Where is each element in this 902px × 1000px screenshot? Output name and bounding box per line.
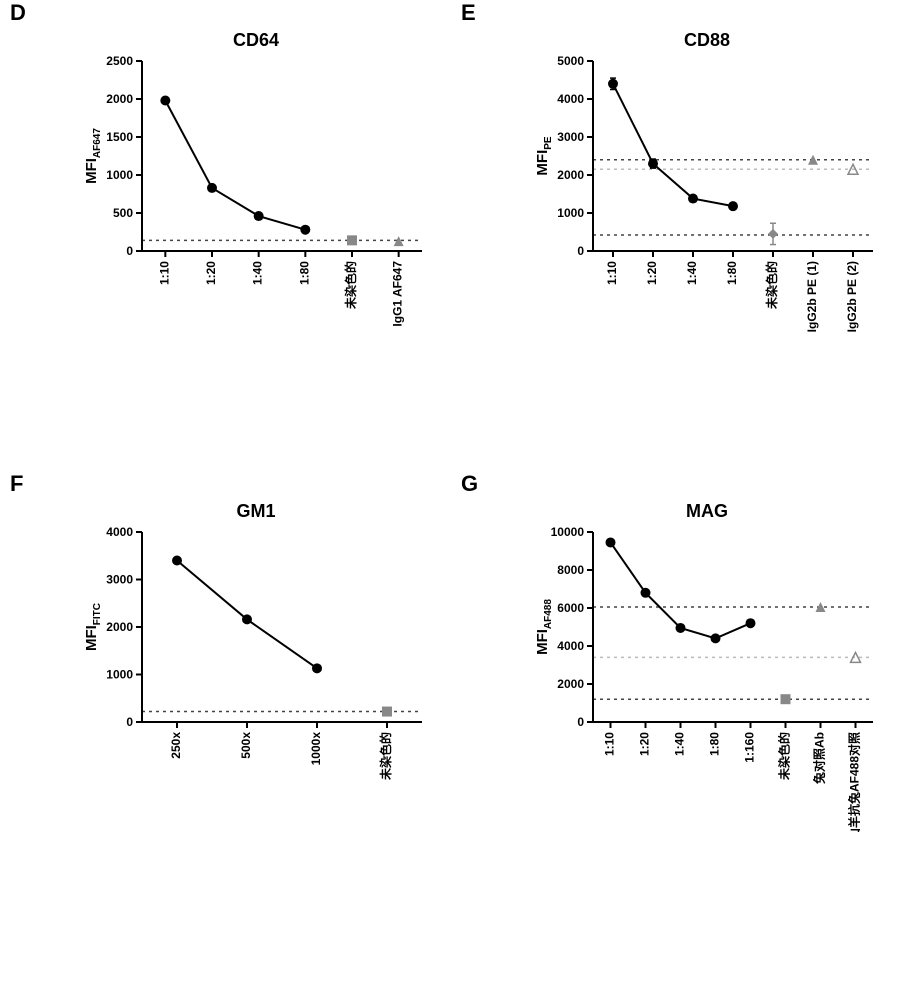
svg-text:1:20: 1:20 [645, 261, 659, 285]
chart-wrap: MAG 0 2000 4000 6000 8000 10000 1:10 1:20 1:40 1:8… [531, 501, 892, 832]
svg-text:500x: 500x [239, 732, 253, 759]
svg-text:兔对照Ab: 兔对照Ab [812, 732, 827, 785]
chart-title: CD64 [80, 30, 432, 51]
svg-text:MFIAF488: MFIAF488 [534, 599, 554, 655]
svg-text:5000: 5000 [557, 54, 584, 68]
panel-label: G [461, 471, 478, 497]
chart-wrap: CD88 0 1000 2000 3000 4000 5000 1:10 1:20 1:40 1:8… [531, 30, 892, 361]
svg-text:6000: 6000 [557, 601, 584, 615]
svg-text:1:80: 1:80 [725, 261, 739, 285]
svg-text:1:160: 1:160 [743, 732, 757, 763]
svg-text:2000: 2000 [106, 92, 133, 106]
svg-text:500: 500 [113, 206, 133, 220]
svg-text:0: 0 [126, 715, 133, 729]
svg-text:IgG2b PE (2): IgG2b PE (2) [845, 261, 859, 332]
svg-text:3000: 3000 [106, 573, 133, 587]
svg-text:0: 0 [577, 715, 584, 729]
svg-text:4000: 4000 [106, 525, 133, 539]
svg-text:1000: 1000 [557, 206, 584, 220]
svg-text:IgG1 AF647: IgG1 AF647 [391, 261, 405, 327]
svg-text:1:40: 1:40 [251, 261, 265, 285]
svg-text:MFIPE: MFIPE [534, 136, 554, 175]
svg-text:1000: 1000 [106, 668, 133, 682]
svg-text:4000: 4000 [557, 92, 584, 106]
svg-text:2000: 2000 [106, 620, 133, 634]
chart-title: GM1 [80, 501, 432, 522]
svg-text:2500: 2500 [106, 54, 133, 68]
svg-text:未染色的: 未染色的 [343, 261, 358, 310]
svg-text:250x: 250x [169, 732, 183, 759]
svg-text:1:10: 1:10 [605, 261, 619, 285]
svg-text:未染色的: 未染色的 [378, 732, 393, 781]
svg-text:未染色的: 未染色的 [764, 261, 779, 310]
svg-text:1:80: 1:80 [297, 261, 311, 285]
svg-text:2000: 2000 [557, 168, 584, 182]
chart-wrap: CD64 0 500 1000 1500 2000 2500 1:10 1:20 1:40 1:80… [80, 30, 441, 361]
svg-text:0: 0 [126, 244, 133, 258]
svg-text:1:80: 1:80 [708, 732, 722, 756]
svg-text:MFIAF647: MFIAF647 [83, 128, 103, 184]
svg-text:山羊抗兔AF488对照: 山羊抗兔AF488对照 [847, 732, 862, 832]
svg-text:1:40: 1:40 [673, 732, 687, 756]
panel-F: FGM101000200030004000250x500x1000x未染色的MF… [10, 481, 441, 832]
svg-text:8000: 8000 [557, 563, 584, 577]
svg-text:1:20: 1:20 [638, 732, 652, 756]
panel-label: E [461, 0, 476, 26]
panel-D: DCD64050010001500200025001:101:201:401:8… [10, 10, 441, 361]
svg-text:IgG2b PE (1): IgG2b PE (1) [805, 261, 819, 332]
svg-text:1:10: 1:10 [157, 261, 171, 285]
svg-text:3000: 3000 [557, 130, 584, 144]
svg-text:1500: 1500 [106, 130, 133, 144]
chart-title: MAG [531, 501, 883, 522]
svg-text:1:10: 1:10 [603, 732, 617, 756]
chart-title: CD88 [531, 30, 883, 51]
panel-E: ECD880100020003000400050001:101:201:401:… [461, 10, 892, 361]
svg-text:2000: 2000 [557, 677, 584, 691]
svg-text:1000x: 1000x [309, 732, 323, 766]
svg-text:10000: 10000 [551, 525, 585, 539]
svg-text:未染色的: 未染色的 [777, 732, 792, 781]
svg-text:1000: 1000 [106, 168, 133, 182]
svg-text:4000: 4000 [557, 639, 584, 653]
figure-grid: DCD64050010001500200025001:101:201:401:8… [10, 10, 892, 832]
svg-text:1:40: 1:40 [685, 261, 699, 285]
panel-G: GMAG02000400060008000100001:101:201:401:… [461, 481, 892, 832]
chart-wrap: GM1 0 1000 2000 3000 4000 250x 500x 1000x 未染色的 MFI… [80, 501, 441, 832]
panel-label: D [10, 0, 26, 26]
svg-text:0: 0 [577, 244, 584, 258]
svg-text:1:20: 1:20 [204, 261, 218, 285]
panel-label: F [10, 471, 23, 497]
svg-text:MFIFITC: MFIFITC [83, 603, 103, 651]
